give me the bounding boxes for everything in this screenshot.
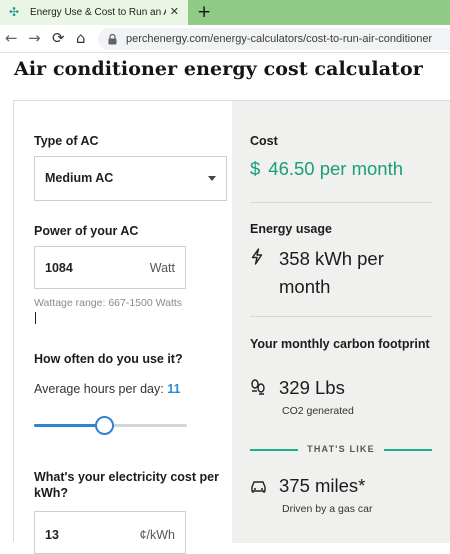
hours-slider-thumb[interactable]: [94, 416, 114, 435]
car-icon: [250, 479, 267, 498]
power-label: Power of your AC: [34, 224, 139, 238]
site-favicon-icon: ✣: [9, 5, 20, 19]
carbon-subtext: CO2 generated: [282, 405, 354, 417]
power-value: 1084: [45, 261, 73, 275]
wattage-hint-text: Wattage range: 667-1500 Watts: [34, 297, 183, 309]
reload-icon[interactable]: ⟳: [52, 29, 65, 47]
carbon-footprint-label: Your monthly carbon footprint: [250, 337, 430, 351]
hours-label: Average hours per day:: [34, 382, 164, 396]
ac-type-select[interactable]: Medium AC: [34, 156, 227, 201]
browser-tab[interactable]: ✣ Energy Use & Cost to Run an Air ✕: [0, 0, 188, 25]
energy-usage-value: 358 kWh per month: [279, 248, 384, 297]
address-bar[interactable]: perchenergy.com/energy-calculators/cost-…: [98, 28, 450, 50]
ac-type-label: Type of AC: [34, 134, 99, 148]
tab-title: Energy Use & Cost to Run an Air: [30, 7, 166, 18]
hours-value: 11: [167, 382, 181, 396]
forward-arrow-icon[interactable]: →: [28, 29, 41, 47]
power-unit: Watt: [149, 261, 175, 275]
miles-subtext: Driven by a gas car: [282, 503, 373, 515]
electricity-cost-input[interactable]: 13 ¢/kWh: [34, 511, 186, 554]
separator-line: [384, 449, 432, 451]
lightning-bolt-icon: [250, 248, 264, 269]
page-title: Air conditioner energy cost calculator: [14, 58, 423, 80]
wattage-hint: Wattage range: 667-1500 Watts: [34, 295, 184, 327]
electricity-cost-value: 13: [45, 528, 59, 542]
divider: [250, 316, 432, 317]
power-input[interactable]: 1084 Watt: [34, 246, 186, 289]
tab-close-icon[interactable]: ✕: [169, 5, 179, 18]
calculator-results-panel: Cost $46.50 per month Energy usage 358 k…: [232, 101, 450, 543]
back-arrow-icon[interactable]: ←: [5, 29, 18, 47]
energy-usage-label: Energy usage: [250, 222, 332, 236]
calculator-inputs-panel: Type of AC Medium AC Power of your AC 10…: [14, 101, 232, 554]
separator-line: [250, 449, 298, 451]
ac-type-selected-value: Medium AC: [45, 171, 114, 185]
usage-label: How often do you use it?: [34, 352, 183, 366]
cost-result: $46.50 per month: [250, 158, 403, 180]
cost-value: 46.50 per month: [268, 158, 404, 179]
chevron-down-icon: [208, 176, 216, 181]
home-icon[interactable]: ⌂: [76, 29, 86, 47]
url-text: perchenergy.com/energy-calculators/cost-…: [126, 33, 433, 45]
text-cursor: [35, 312, 36, 324]
hours-readout: Average hours per day: 11: [34, 382, 180, 396]
lock-icon: [108, 33, 118, 45]
electricity-cost-label: What's your electricity cost per kWh?: [34, 470, 219, 500]
hours-slider-fill: [34, 424, 105, 427]
browser-tab-strip: ✣ Energy Use & Cost to Run an Air ✕ +: [0, 0, 450, 25]
browser-toolbar: ← → ⟳ ⌂ perchenergy.com/energy-calculato…: [0, 25, 450, 53]
electricity-cost-unit: ¢/kWh: [139, 528, 175, 542]
footprint-icon: [250, 379, 266, 399]
calculator-card: Type of AC Medium AC Power of your AC 10…: [13, 100, 450, 554]
thats-like-text: THAT'S LIKE: [307, 444, 375, 454]
divider: [250, 202, 432, 203]
thats-like-separator: THAT'S LIKE: [250, 443, 432, 457]
new-tab-button[interactable]: +: [197, 2, 212, 22]
cost-label: Cost: [250, 134, 278, 148]
carbon-value: 329 Lbs: [279, 377, 345, 398]
miles-value: 375 miles*: [279, 475, 366, 496]
dollar-symbol: $: [250, 158, 261, 179]
